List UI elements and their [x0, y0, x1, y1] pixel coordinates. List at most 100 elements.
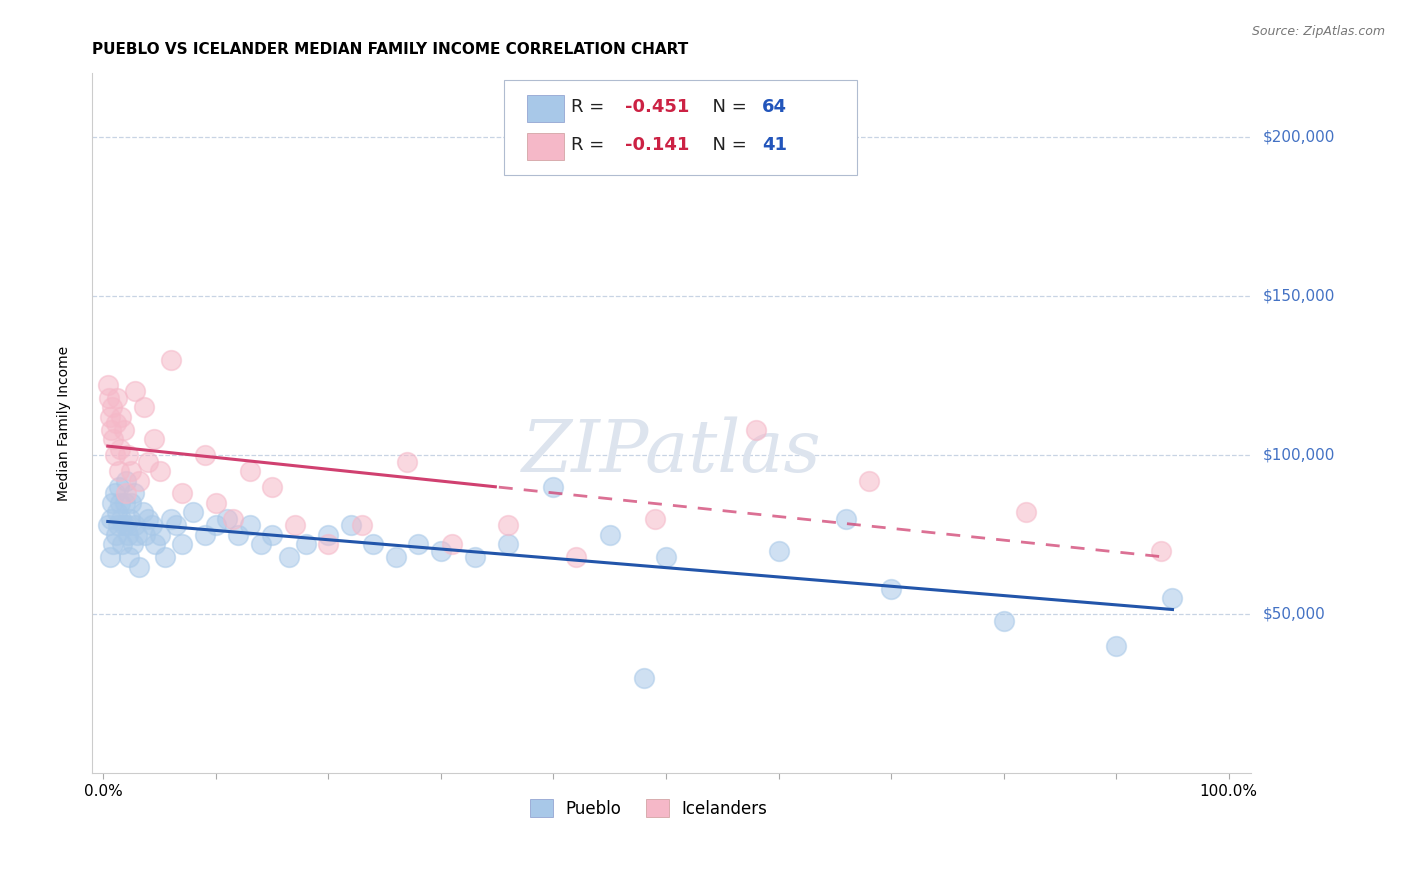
Point: [318, 527, 340, 541]
Text: -0.451: -0.451: [626, 98, 690, 116]
Point: [108, 496, 131, 510]
Point: [108, 464, 131, 478]
Point: [543, 480, 565, 494]
Point: [441, 537, 464, 551]
FancyBboxPatch shape: [527, 133, 564, 160]
Point: [880, 582, 903, 596]
Point: [340, 518, 363, 533]
Point: [120, 512, 142, 526]
Point: [228, 527, 250, 541]
Point: [1015, 505, 1038, 519]
Point: [633, 671, 655, 685]
Point: [222, 512, 245, 526]
Point: [108, 480, 131, 494]
Point: [239, 464, 262, 478]
Y-axis label: Median Family Income: Median Family Income: [58, 346, 72, 501]
Point: [170, 486, 193, 500]
Text: $200,000: $200,000: [1263, 129, 1334, 145]
Point: [250, 537, 273, 551]
Point: [142, 432, 165, 446]
Point: [122, 486, 145, 500]
Point: [1161, 591, 1184, 606]
Text: Source: ZipAtlas.com: Source: ZipAtlas.com: [1251, 25, 1385, 38]
Point: [295, 537, 318, 551]
Point: [124, 518, 146, 533]
Point: [104, 527, 127, 541]
Point: [97, 391, 120, 405]
Point: [239, 518, 262, 533]
Text: 41: 41: [762, 136, 787, 154]
Point: [193, 448, 215, 462]
Point: [117, 527, 139, 541]
Point: [148, 464, 170, 478]
Point: [159, 352, 181, 367]
Point: [193, 527, 215, 541]
Point: [858, 474, 880, 488]
Point: [100, 512, 122, 526]
Point: [159, 512, 181, 526]
Point: [107, 518, 129, 533]
Point: [101, 496, 124, 510]
Point: [105, 391, 128, 405]
Point: [993, 614, 1015, 628]
Text: N =: N =: [700, 136, 752, 154]
Point: [112, 423, 135, 437]
Text: R =: R =: [571, 136, 610, 154]
Point: [1150, 543, 1173, 558]
Point: [115, 518, 138, 533]
Point: [100, 423, 122, 437]
Point: [385, 549, 408, 564]
Point: [363, 537, 385, 551]
Point: [103, 537, 125, 551]
Point: [103, 448, 125, 462]
Point: [284, 518, 307, 533]
Point: [835, 512, 858, 526]
FancyBboxPatch shape: [527, 95, 564, 122]
Point: [105, 505, 128, 519]
Text: N =: N =: [700, 98, 752, 116]
Point: [132, 401, 155, 415]
Point: [120, 464, 142, 478]
Point: [498, 518, 520, 533]
Point: [131, 505, 153, 519]
Point: [97, 378, 120, 392]
Point: [408, 537, 430, 551]
Text: -0.141: -0.141: [626, 136, 690, 154]
Point: [134, 527, 156, 541]
Point: [101, 401, 124, 415]
Point: [118, 549, 141, 564]
Text: ZIPatlas: ZIPatlas: [522, 416, 821, 487]
Point: [114, 486, 136, 500]
Point: [114, 474, 136, 488]
Point: [262, 480, 284, 494]
Point: [430, 543, 453, 558]
Point: [112, 518, 135, 533]
Point: [121, 537, 143, 551]
Point: [204, 518, 226, 533]
Legend: Pueblo, Icelanders: Pueblo, Icelanders: [523, 793, 773, 824]
Text: 64: 64: [762, 98, 787, 116]
Point: [262, 527, 284, 541]
Point: [104, 417, 127, 431]
Point: [108, 442, 131, 456]
Point: [318, 537, 340, 551]
Point: [1105, 639, 1128, 653]
Text: R =: R =: [571, 98, 610, 116]
Point: [768, 543, 790, 558]
Point: [278, 549, 301, 564]
Point: [170, 537, 193, 551]
Point: [745, 423, 768, 437]
Point: [128, 559, 150, 574]
Text: $50,000: $50,000: [1263, 607, 1324, 622]
Point: [217, 512, 239, 526]
Point: [165, 518, 187, 533]
Point: [148, 527, 170, 541]
Point: [128, 474, 150, 488]
Text: $100,000: $100,000: [1263, 448, 1334, 463]
Text: PUEBLO VS ICELANDER MEDIAN FAMILY INCOME CORRELATION CHART: PUEBLO VS ICELANDER MEDIAN FAMILY INCOME…: [91, 42, 689, 57]
Point: [117, 448, 139, 462]
Point: [644, 512, 666, 526]
Point: [120, 496, 142, 510]
Point: [153, 549, 176, 564]
Point: [141, 518, 163, 533]
